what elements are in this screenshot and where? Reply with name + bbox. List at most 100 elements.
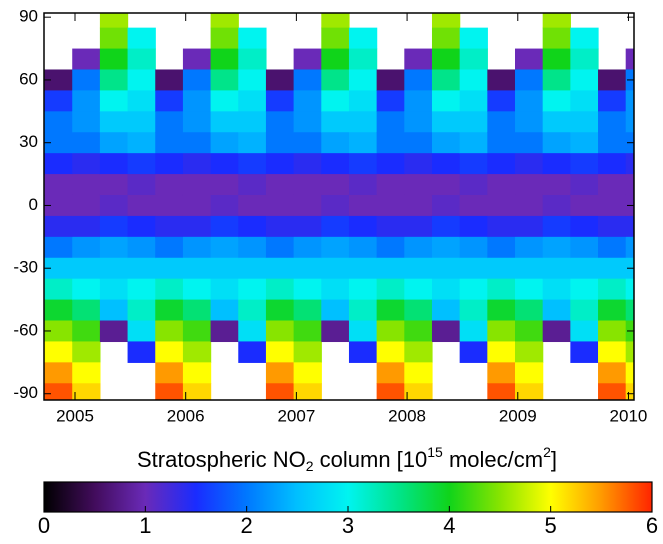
heat-cell: [570, 111, 599, 133]
heat-cell: [321, 111, 350, 133]
heat-cell: [404, 278, 433, 301]
heat-cell: [598, 257, 627, 280]
heat-cell: [127, 236, 156, 259]
colorbar-tick-label: 1: [139, 513, 151, 538]
heat-cell: [348, 341, 378, 363]
heat-cell: [72, 215, 101, 238]
heat-cell: [431, 111, 461, 133]
heat-cell: [182, 69, 212, 91]
heat-cell: [625, 153, 634, 175]
heat-cell: [598, 299, 627, 322]
heat-cell: [515, 362, 544, 384]
heat-cell: [155, 320, 184, 343]
heat-cell: [431, 215, 461, 238]
heat-cell: [598, 153, 627, 175]
heat-cell: [348, 194, 378, 217]
heat-cell: [44, 320, 73, 343]
heat-cell: [265, 132, 295, 154]
heat-cell: [348, 320, 378, 343]
colorbar-tick-label: 4: [443, 513, 455, 538]
heat-cell: [431, 236, 461, 259]
heat-cell: [598, 362, 627, 384]
heat-cell: [265, 362, 295, 384]
heat-cell: [321, 320, 350, 343]
heat-cell: [265, 383, 295, 400]
heat-cell: [348, 236, 378, 259]
heat-cell: [431, 257, 461, 280]
heat-cell: [99, 194, 129, 217]
heat-cell: [44, 299, 73, 322]
heat-cell: [265, 153, 295, 175]
heat-cell: [542, 299, 571, 322]
heat-cell: [515, 320, 544, 343]
heat-cell: [182, 383, 212, 400]
heat-cell: [487, 153, 516, 175]
heat-cell: [210, 320, 239, 343]
heat-cell: [99, 257, 129, 280]
heat-cell: [127, 48, 156, 71]
colorbar-tick-label: 6: [646, 513, 658, 538]
heat-cell: [210, 278, 239, 301]
heat-cell: [127, 215, 156, 238]
heat-cell: [99, 299, 129, 322]
heat-cell: [293, 215, 322, 238]
heat-cell: [625, 383, 634, 400]
heat-cell: [265, 341, 295, 363]
heat-cell: [376, 69, 405, 91]
heat-cell: [625, 341, 634, 363]
heat-cell: [459, 27, 488, 50]
heat-cell: [293, 236, 322, 259]
heat-cell: [376, 278, 405, 301]
heat-cell: [238, 132, 267, 154]
heat-cell: [265, 299, 295, 322]
heat-cell: [515, 194, 544, 217]
heat-cell: [598, 174, 627, 196]
heat-cell: [238, 69, 267, 91]
heat-cell: [321, 299, 350, 322]
heat-cell: [321, 90, 350, 112]
heat-cell: [404, 320, 433, 343]
heat-cell: [44, 111, 73, 133]
heat-cell: [44, 257, 73, 280]
heat-cell: [570, 257, 599, 280]
x-tick-label: 2010: [610, 406, 648, 425]
heat-cell: [376, 111, 405, 133]
heat-cell: [542, 132, 571, 154]
heat-cell: [293, 174, 322, 196]
heat-cell: [321, 278, 350, 301]
heat-cell: [542, 48, 571, 71]
y-tick-label: 90: [19, 7, 38, 26]
heat-cell: [376, 341, 405, 363]
heat-cell: [570, 174, 599, 196]
heat-cell: [293, 48, 322, 71]
heat-cell: [99, 153, 129, 175]
heat-cell: [293, 362, 322, 384]
heat-cell: [99, 48, 129, 71]
heat-cell: [210, 236, 239, 259]
heat-cell: [155, 194, 184, 217]
heat-cell: [404, 341, 433, 363]
heat-cell: [570, 194, 599, 217]
y-tick-label: -90: [13, 383, 38, 402]
heat-cell: [127, 111, 156, 133]
heat-cell: [376, 215, 405, 238]
heat-cell: [293, 320, 322, 343]
heat-cell: [210, 13, 239, 29]
heat-cell: [321, 174, 350, 196]
heat-cell: [404, 383, 433, 400]
heat-cell: [459, 69, 488, 91]
heat-cell: [598, 320, 627, 343]
heat-cell: [127, 27, 156, 50]
heat-cell: [376, 362, 405, 384]
heat-cell: [238, 194, 267, 217]
heat-cell: [293, 69, 322, 91]
heat-cell: [625, 362, 634, 384]
heat-cell: [431, 90, 461, 112]
heat-cell: [99, 69, 129, 91]
heat-cell: [598, 236, 627, 259]
heat-cell: [155, 257, 184, 280]
heat-cell: [598, 132, 627, 154]
heat-cell: [570, 132, 599, 154]
heat-cell: [127, 299, 156, 322]
heat-cell: [515, 278, 544, 301]
